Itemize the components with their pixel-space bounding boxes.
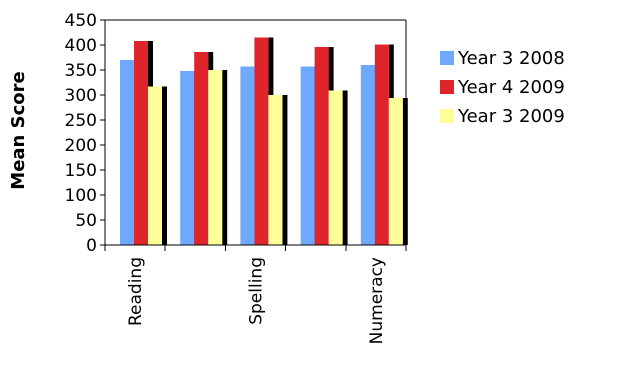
y-axis-ticks: 0 50 100 150 200 250 300 350 400 450 (65, 11, 105, 256)
bar (374, 44, 389, 245)
legend-label: Year 3 2008 (457, 48, 565, 69)
legend-swatch (440, 80, 454, 94)
bar (180, 71, 195, 245)
bar (268, 95, 283, 245)
bar (388, 98, 403, 245)
bar (148, 86, 162, 245)
y-tick-label: 200 (65, 136, 97, 156)
axes (104, 19, 407, 246)
legend-swatch (440, 109, 454, 123)
y-tick-label: 250 (65, 111, 97, 131)
bar-shadow (342, 90, 348, 245)
y-tick-label: 450 (65, 11, 97, 31)
y-tick-label: 100 (65, 186, 97, 206)
y-tick-label: 400 (65, 36, 97, 56)
bar (120, 60, 134, 245)
legend: Year 3 2008 Year 4 2009 Year 3 2009 (440, 48, 565, 127)
x-tick-label: Numeracy (367, 257, 387, 344)
y-axis-label: Mean Score (8, 71, 29, 189)
x-tick-label: Spelling (247, 257, 267, 325)
bar-shadow (282, 95, 288, 245)
y-tick-label: 0 (86, 236, 97, 256)
bar (240, 66, 255, 245)
y-tick-label: 350 (65, 61, 97, 81)
legend-label: Year 3 2009 (457, 106, 565, 127)
bar (134, 41, 148, 245)
y-tick-label: 50 (75, 211, 97, 231)
bar (314, 47, 329, 245)
bar (360, 65, 375, 245)
x-axis-ticks: Reading Spelling Numeracy (104, 245, 407, 344)
bar-shadow (402, 98, 408, 245)
x-tick-label: Reading (126, 257, 146, 326)
y-axis-label-group: Mean Score (8, 71, 29, 189)
bar (194, 52, 209, 245)
bar (300, 66, 315, 245)
bar-shadow (222, 70, 228, 245)
bar (254, 37, 269, 245)
y-tick-label: 150 (65, 161, 97, 181)
bar-shadow (162, 86, 167, 245)
bar (328, 90, 343, 245)
legend-label: Year 4 2009 (457, 77, 565, 98)
y-tick-label: 300 (65, 86, 97, 106)
legend-swatch (440, 51, 454, 65)
bar (208, 70, 223, 245)
bars (120, 37, 408, 245)
